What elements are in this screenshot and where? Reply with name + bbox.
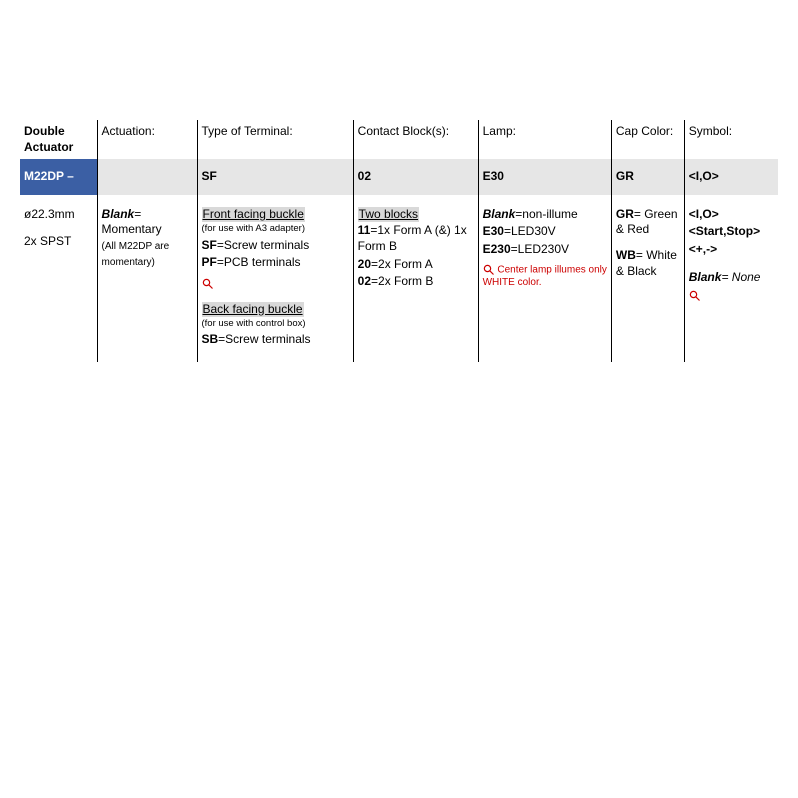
lamp-note: Center lamp illumes only WHITE color. [483, 264, 607, 290]
magnifier-icon [689, 288, 701, 304]
example-series: M22DP – [20, 159, 97, 195]
cell-lamp: Blank=non-illume E30=LED30V E230=LED230V… [478, 195, 611, 362]
contact-02-code: 02 [358, 274, 371, 288]
terminal-pf-code: PF [202, 255, 217, 269]
series-poles: 2x SPST [24, 234, 93, 250]
terminal-front-heading: Front facing buckle [202, 207, 305, 223]
header-terminal-type: Type of Terminal: [197, 120, 353, 159]
magnifier-icon [202, 276, 214, 292]
cell-cap-color: GR= Green & Red WB= White & Black [611, 195, 684, 362]
terminal-sb-text: =Screw terminals [218, 332, 310, 346]
symbol-start-stop: <Start,Stop> [689, 224, 774, 240]
terminal-pf-text: =PCB terminals [217, 255, 301, 269]
cap-gr-code: GR [616, 207, 634, 221]
header-contact-blocks: Contact Block(s): [353, 120, 478, 159]
contact-two-heading: Two blocks [358, 207, 419, 223]
example-contact: 02 [353, 159, 478, 195]
header-double-actuator: Double Actuator [20, 120, 97, 159]
cell-contact-blocks: Two blocks 11=1x Form A (&) 1x Form B 20… [353, 195, 478, 362]
symbol-blank-text: = None [721, 270, 760, 284]
lamp-note-text: Center lamp illumes only WHITE color. [483, 264, 607, 288]
ordering-table: Double Actuator Actuation: Type of Termi… [0, 0, 798, 362]
terminal-front-note: (for use with A3 adapter) [202, 223, 349, 235]
contact-02-text: =2x Form B [371, 274, 433, 288]
contact-11-code: 11 [358, 223, 371, 237]
lamp-e230-code: E230 [483, 242, 511, 256]
cell-symbol: <I,O> <Start,Stop> <+,-> Blank= None [684, 195, 778, 362]
example-symbol: <I,O> [684, 159, 778, 195]
actuation-blank-label: Blank [102, 207, 135, 221]
cap-wb-code: WB [616, 248, 636, 262]
terminal-back-heading: Back facing buckle [202, 302, 304, 318]
example-lamp: E30 [478, 159, 611, 195]
terminal-sf-text: =Screw terminals [217, 238, 309, 252]
terminal-sb-code: SB [202, 332, 219, 346]
terminal-back-note: (for use with control box) [202, 318, 349, 330]
example-actuation [97, 159, 197, 195]
contact-20-text: =2x Form A [371, 257, 433, 271]
header-row: Double Actuator Actuation: Type of Termi… [20, 120, 778, 159]
lamp-e230-text: =LED230V [511, 242, 569, 256]
header-actuation: Actuation: [97, 120, 197, 159]
example-terminal: SF [197, 159, 353, 195]
cell-terminal: Front facing buckle (for use with A3 ada… [197, 195, 353, 362]
series-diameter: ø22.3mm [24, 207, 93, 223]
lamp-e30-text: =LED30V [504, 224, 556, 238]
part-number-table: Double Actuator Actuation: Type of Termi… [20, 120, 778, 362]
example-cap: GR [611, 159, 684, 195]
header-cap-color: Cap Color: [611, 120, 684, 159]
contact-20-code: 20 [358, 257, 371, 271]
lamp-blank-code: Blank [483, 207, 516, 221]
example-row: M22DP – SF 02 E30 GR <I,O> [20, 159, 778, 195]
actuation-note: (All M22DP are momentary) [102, 241, 170, 268]
header-lamp: Lamp: [478, 120, 611, 159]
symbol-io: <I,O> [689, 207, 774, 223]
lamp-e30-code: E30 [483, 224, 504, 238]
header-symbol: Symbol: [684, 120, 778, 159]
terminal-sf-code: SF [202, 238, 217, 252]
contact-11-text: =1x Form A (&) 1x Form B [358, 223, 467, 253]
options-row: ø22.3mm 2x SPST Blank= Momentary (All M2… [20, 195, 778, 362]
magnifier-icon [483, 264, 495, 277]
symbol-blank-code: Blank [689, 270, 722, 284]
cell-series: ø22.3mm 2x SPST [20, 195, 97, 362]
lamp-blank-text: =non-illume [515, 207, 577, 221]
symbol-plus-minus: <+,-> [689, 242, 774, 258]
cell-actuation: Blank= Momentary (All M22DP are momentar… [97, 195, 197, 362]
